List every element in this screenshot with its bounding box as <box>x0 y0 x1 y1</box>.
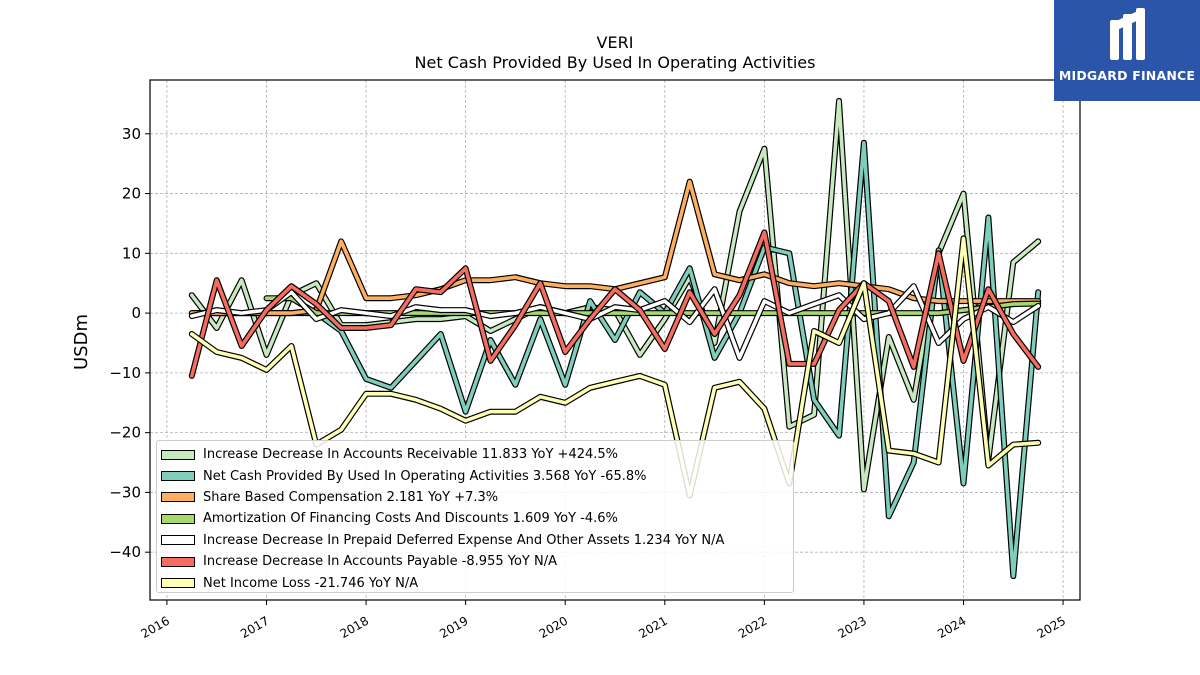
x-tick-label: 2024 <box>935 614 968 641</box>
x-tick-label: 2019 <box>437 614 470 641</box>
y-tick-label: −20 <box>109 424 141 442</box>
legend-item: Increase Decrease In Accounts Receivable… <box>157 444 793 465</box>
chart-subtitle: Net Cash Provided By Used In Operating A… <box>414 53 816 72</box>
legend-label: Increase Decrease In Accounts Payable -8… <box>203 554 557 570</box>
series-2-line <box>188 139 1042 580</box>
legend: Increase Decrease In Accounts Receivable… <box>156 440 794 593</box>
legend-swatch <box>161 492 195 503</box>
logo-text: MIDGARD FINANCE <box>1058 68 1196 83</box>
x-tick-label: 2023 <box>836 614 869 641</box>
legend-item: Increase Decrease In Prepaid Deferred Ex… <box>157 530 793 551</box>
y-tick-label: 30 <box>122 125 141 143</box>
series-stroke <box>190 230 1040 378</box>
legend-swatch <box>161 449 195 460</box>
y-tick-label: 10 <box>122 244 141 262</box>
chart-title: VERI <box>596 33 634 52</box>
midgard-m-logo-icon <box>1110 8 1145 60</box>
series-stroke <box>190 284 1040 360</box>
series-7-line <box>188 235 1042 499</box>
y-tick-label: −30 <box>109 483 141 501</box>
x-tick-label: 2017 <box>238 614 271 641</box>
x-tick-label: 2016 <box>139 614 172 641</box>
x-axis-ticks: 2016 2017 2018 2019 2020 2021 2022 2023 2024 2025 <box>139 600 1068 641</box>
series-5-line <box>188 283 1042 361</box>
plot-frame <box>149 79 1081 601</box>
legend-item: Share Based Compensation 2.181 YoY +7.3% <box>157 487 793 508</box>
x-tick-label: 2018 <box>338 614 371 641</box>
midgard-finance-logo: MIDGARD FINANCE <box>1054 0 1200 101</box>
legend-item: Increase Decrease In Accounts Payable -8… <box>157 551 793 572</box>
y-axis-label: USDm <box>71 314 92 370</box>
x-tick-label: 2020 <box>537 614 570 641</box>
x-tick-label: 2025 <box>1035 614 1068 641</box>
legend-label: Share Based Compensation 2.181 YoY +7.3% <box>203 489 499 505</box>
series-6-line <box>188 229 1042 379</box>
y-tick-label: −40 <box>109 543 141 561</box>
y-tick-label: 0 <box>131 304 141 322</box>
legend-label: Increase Decrease In Prepaid Deferred Ex… <box>203 532 725 548</box>
grid-lines <box>150 80 1080 600</box>
legend-label: Amortization Of Financing Costs And Disc… <box>203 511 618 527</box>
x-tick-label: 2021 <box>636 614 669 641</box>
legend-swatch <box>161 471 195 482</box>
legend-item: Net Income Loss -21.746 YoY N/A <box>157 572 793 593</box>
legend-item: Net Cash Provided By Used In Operating A… <box>157 465 793 486</box>
y-tick-label: −10 <box>109 364 141 382</box>
legend-swatch <box>161 556 195 567</box>
series-stroke <box>190 236 1040 498</box>
series-stroke <box>190 141 1040 578</box>
legend-label: Net Cash Provided By Used In Operating A… <box>203 468 647 484</box>
legend-swatch <box>161 513 195 524</box>
series-lines <box>188 97 1042 580</box>
legend-swatch <box>161 535 195 546</box>
y-tick-label: 20 <box>122 185 141 203</box>
legend-item: Amortization Of Financing Costs And Disc… <box>157 508 793 529</box>
legend-label: Net Income Loss -21.746 YoY N/A <box>203 575 419 591</box>
legend-swatch <box>161 578 195 589</box>
y-axis-ticks: 30 20 10 0 −10 −20 −30 −40 <box>109 125 150 561</box>
legend-label: Increase Decrease In Accounts Receivable… <box>203 447 619 463</box>
x-tick-label: 2022 <box>736 614 769 641</box>
